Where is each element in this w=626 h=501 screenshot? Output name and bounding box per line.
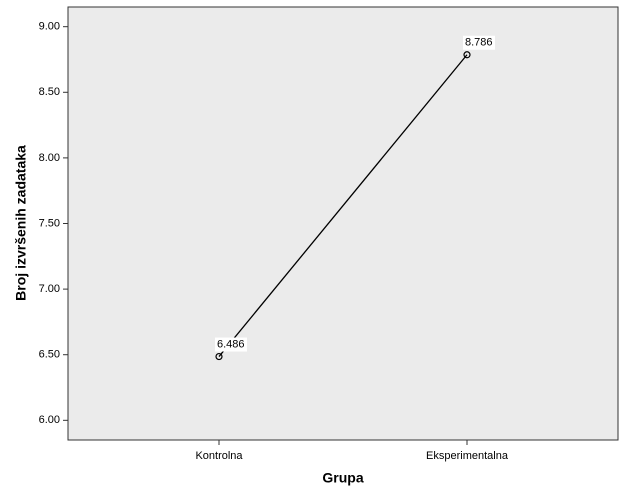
y-tick-label: 6.00 [39, 414, 60, 426]
y-tick-label: 8.00 [39, 152, 60, 164]
y-tick-label: 9.00 [39, 21, 60, 33]
series-line [218, 54, 468, 357]
data-label-bg [215, 337, 247, 352]
x-axis-title: Grupa [322, 470, 363, 486]
y-tick-label: 7.00 [39, 283, 60, 295]
x-tick-label: Eksperimentalna [426, 450, 509, 462]
plot-area [67, 6, 619, 441]
y-axis-title: Broj izvršenih zadataka [13, 145, 29, 301]
data-label: 6.486 [217, 338, 245, 350]
point-marker [463, 51, 471, 59]
point-marker [215, 352, 223, 361]
y-tick-label: 8.50 [39, 86, 60, 98]
data-label: 8.786 [465, 37, 493, 49]
data-label-bg [463, 35, 495, 50]
x-tick-label: Kontrolna [195, 450, 243, 462]
y-tick-label: 7.50 [39, 217, 60, 229]
y-tick-label: 6.50 [39, 349, 60, 361]
